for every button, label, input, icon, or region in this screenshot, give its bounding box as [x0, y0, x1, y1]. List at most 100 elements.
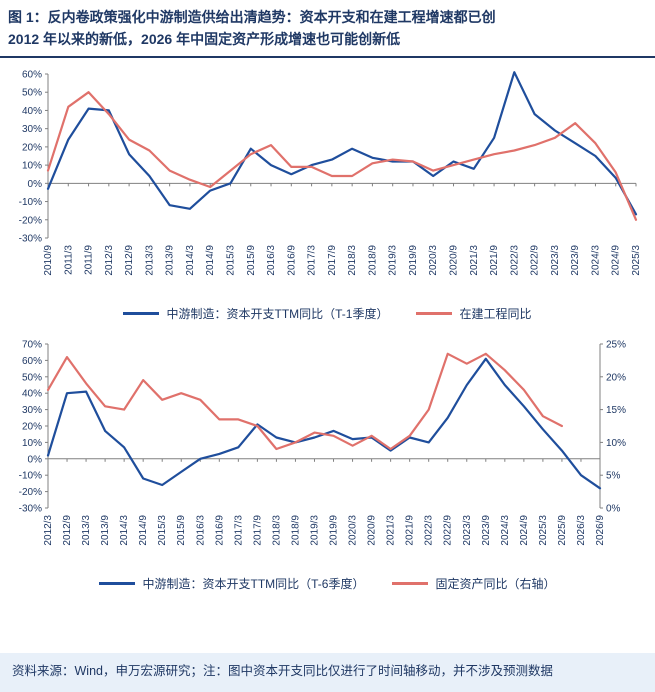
legend-label: 固定资产同比（右轴） — [435, 576, 556, 591]
y-axis-tick-label: 10% — [22, 438, 42, 449]
x-axis-tick-label: 2024/3 — [500, 514, 511, 545]
x-axis-tick-label: 2016/9 — [286, 244, 297, 275]
y-axis-tick-label: 40% — [22, 388, 42, 399]
x-axis-tick-label: 2014/9 — [205, 244, 216, 275]
figure-title: 图 1：反内卷政策强化中游制造供给出清趋势：资本开支和在建工程增速都已创 201… — [0, 0, 655, 58]
x-axis-tick-label: 2013/3 — [144, 244, 155, 275]
legend-item: 在建工程同比 — [416, 305, 532, 322]
series-line-blue — [46, 70, 638, 216]
x-axis-tick-label: 2022/9 — [443, 514, 454, 545]
top-chart: -30% -20% -10% 0% 10% 20% 30% 40% 50% 60% 2010/9 20… — [19, 69, 642, 275]
x-axis-tick-label: 2018/9 — [367, 244, 378, 275]
x-axis-tick-label: 2019/9 — [408, 244, 419, 275]
y-axis-right-tick-label: 25% — [606, 339, 626, 350]
x-axis-tick-label: 2016/3 — [195, 514, 206, 545]
x-axis-tick-label: 2021/9 — [489, 244, 500, 275]
x-axis-tick-label: 2021/3 — [469, 244, 480, 275]
x-axis-tick-label: 2014/3 — [185, 244, 196, 275]
legend-line-red — [416, 311, 453, 315]
legend-line-blue — [123, 311, 160, 315]
x-axis-tick-label: 2019/3 — [388, 244, 399, 275]
y-axis-tick-label: 50% — [22, 88, 42, 99]
x-axis-tick-label: 2019/3 — [309, 514, 320, 545]
legend-line-red — [392, 581, 429, 585]
x-axis-tick-label: 2013/9 — [165, 244, 176, 275]
x-axis-tick-label: 2012/3 — [43, 514, 54, 545]
x-axis-tick-label: 2018/9 — [290, 514, 301, 545]
x-axis-tick-label: 2017/9 — [252, 514, 263, 545]
series-line-red — [46, 90, 638, 221]
x-axis-tick-label: 2022/3 — [509, 244, 520, 275]
x-axis-tick-label: 2023/9 — [570, 244, 581, 275]
x-axis-tick-label: 2015/9 — [246, 244, 257, 275]
top-chart-block: -30% -20% -10% 0% 10% 20% 30% 40% 50% 60% 2010/9 20… — [2, 64, 655, 305]
x-axis-tick-label: 2017/3 — [233, 514, 244, 545]
source-note: 资料来源：Wind，申万宏源研究；注：图中资本开支同比仅进行了时间轴移动，并不涉… — [0, 652, 655, 692]
series-line-blue — [46, 357, 602, 490]
y-axis-tick-label: -30% — [19, 503, 42, 514]
legend-item: 中游制造：资本开支TTM同比（T-6季度） — [99, 575, 364, 592]
x-axis-tick-label: 2017/9 — [327, 244, 338, 275]
y-axis-tick-label: -20% — [19, 487, 42, 498]
x-axis-tick-label: 2011/9 — [84, 244, 95, 274]
x-axis-tick-label: 2018/3 — [347, 244, 358, 275]
y-axis-tick-label: 10% — [22, 160, 42, 171]
x-axis-tick-label: 2024/9 — [519, 514, 530, 545]
bottom-chart-legend: 中游制造：资本开支TTM同比（T-6季度） 固定资产同比（右轴） — [0, 575, 655, 592]
x-axis-tick-label: 2012/3 — [104, 244, 115, 275]
x-axis-tick-label: 2015/9 — [176, 514, 187, 545]
x-axis-tick-label: 2019/9 — [329, 514, 340, 545]
y-axis-tick-label: -10% — [19, 470, 42, 481]
x-axis-tick-label: 2024/3 — [590, 244, 601, 275]
top-chart-legend: 中游制造：资本开支TTM同比（T-1季度） 在建工程同比 — [0, 305, 655, 322]
x-axis-tick-label: 2012/9 — [62, 514, 73, 545]
legend-label: 中游制造：资本开支TTM同比（T-1季度） — [166, 306, 389, 321]
x-axis-tick-label: 2011/3 — [63, 244, 74, 274]
legend-label: 在建工程同比 — [459, 306, 532, 321]
y-axis-tick-label: 30% — [22, 405, 42, 416]
legend-line-blue — [99, 581, 136, 585]
x-axis-tick-label: 2014/9 — [138, 514, 149, 545]
y-axis-tick-label: -30% — [19, 233, 42, 244]
bottom-chart-block: -30% -20% -10% 0% 10% 20% 30% 40% 50% 60% 70% 0% 5% 1… — [2, 334, 655, 575]
x-axis-tick-label: 2023/3 — [462, 514, 473, 545]
x-axis-tick-label: 2023/3 — [550, 244, 561, 275]
x-axis-tick-label: 2022/9 — [530, 244, 541, 275]
y-axis-right-tick-label: 20% — [606, 372, 626, 383]
x-axis-tick-label: 2026/3 — [576, 514, 587, 545]
y-axis-tick-label: 20% — [22, 142, 42, 153]
x-axis-tick-label: 2025/3 — [631, 244, 642, 275]
x-axis-tick-label: 2025/3 — [538, 514, 549, 545]
y-axis-tick-label: 0% — [28, 179, 43, 190]
x-axis-tick-label: 2020/9 — [367, 514, 378, 545]
figure-title-line2: 2012 年以来的新低，2026 年中固定资产形成增速也可能创新低 — [8, 31, 401, 48]
x-axis-tick-label: 2017/3 — [307, 244, 318, 275]
x-axis-tick-label: 2020/3 — [428, 244, 439, 275]
y-axis-tick-label: 20% — [22, 421, 42, 432]
legend-label: 中游制造：资本开支TTM同比（T-6季度） — [142, 576, 365, 591]
x-axis-tick-label: 2015/3 — [157, 514, 168, 545]
y-axis-right-tick-label: 10% — [606, 438, 626, 449]
x-axis-tick-label: 2025/9 — [557, 514, 568, 545]
y-axis-tick-label: -20% — [19, 215, 42, 226]
x-axis-tick-label: 2013/3 — [81, 514, 92, 545]
y-axis-tick-label: 50% — [22, 372, 42, 383]
x-axis-tick-label: 2015/3 — [225, 244, 236, 275]
x-axis-tick-label: 2014/3 — [119, 514, 130, 545]
figure-title-line1: 图 1：反内卷政策强化中游制造供给出清趋势：资本开支和在建工程增速都已创 — [8, 9, 496, 25]
x-axis-tick-label: 2013/9 — [100, 514, 111, 545]
x-axis-tick-label: 2020/3 — [348, 514, 359, 545]
y-axis-tick-label: 40% — [22, 106, 42, 117]
x-axis-tick-label: 2023/9 — [481, 514, 492, 545]
y-axis-tick-label: 60% — [22, 69, 42, 80]
x-axis-tick-label: 2026/9 — [595, 514, 606, 545]
bottom-chart: -30% -20% -10% 0% 10% 20% 30% 40% 50% 60% 70% 0% 5% 1… — [19, 339, 626, 545]
y-axis-tick-label: 30% — [22, 124, 42, 135]
y-axis-right-tick-label: 15% — [606, 405, 626, 416]
x-axis-tick-label: 2021/3 — [386, 514, 397, 545]
y-axis-tick-label: 60% — [22, 356, 42, 367]
y-axis-tick-label: -10% — [19, 197, 42, 208]
x-axis-tick-label: 2024/9 — [611, 244, 622, 275]
x-axis-tick-label: 2016/9 — [214, 514, 225, 545]
x-axis-tick-label: 2012/9 — [124, 244, 135, 275]
